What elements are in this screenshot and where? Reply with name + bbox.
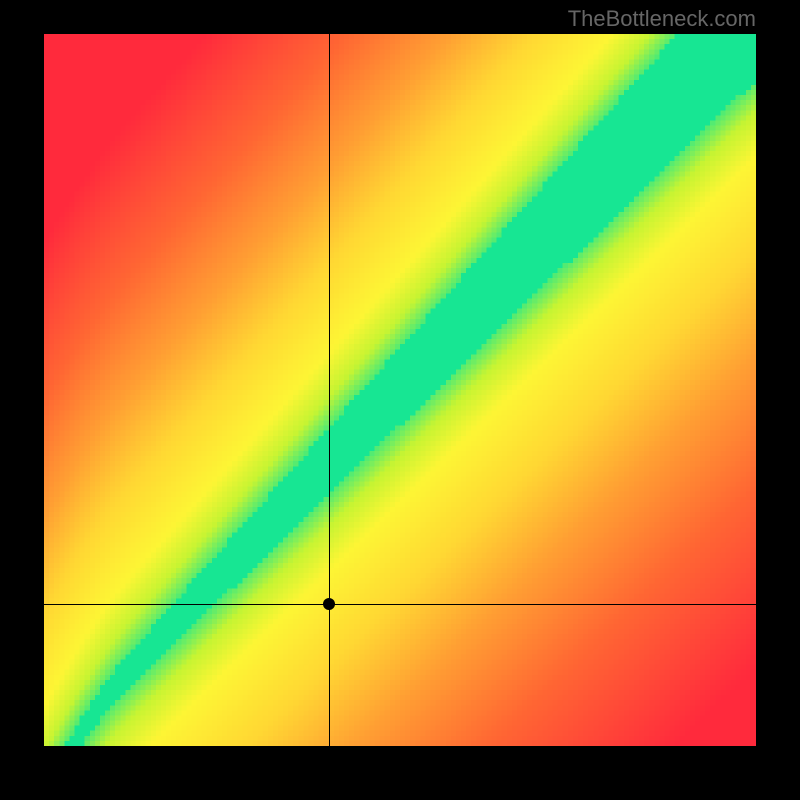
watermark-text: TheBottleneck.com — [568, 6, 756, 32]
heatmap-plot — [44, 34, 756, 746]
crosshair-vertical — [329, 34, 330, 746]
crosshair-horizontal — [44, 604, 756, 605]
heatmap-canvas — [44, 34, 756, 746]
crosshair-marker — [323, 598, 335, 610]
